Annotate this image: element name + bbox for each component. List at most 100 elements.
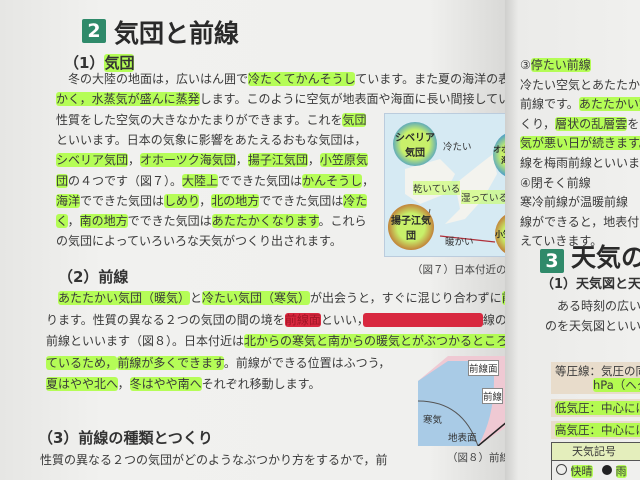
label-dry: 乾いている	[413, 181, 461, 195]
text-line: 前線といいます（図８）。日本付近は北からの寒気と南からの暖気とがぶつかるところに…	[46, 334, 505, 349]
figure-8-diagram: 前線面 前線 寒気 地表面	[418, 356, 505, 446]
text-segment: ある時刻の広いし	[557, 299, 640, 313]
high-pressure-text: 高気圧：中心には	[555, 423, 640, 437]
highlighted-text: 南の地方	[79, 214, 128, 229]
text-line: 海洋でできた気団はしめり，北の地方でできた気団は冷た	[56, 193, 368, 209]
text-line: かく，水蒸気が盛んに蒸発します。このように空気が地表面や海面に長い間接していると	[56, 92, 505, 107]
highlighted-text: 揚子江気団	[247, 153, 308, 168]
text-segment: の気団によっていろいろな天気がつくり出されます。	[56, 234, 342, 249]
highlighted-text: あたたかくなります	[211, 214, 319, 229]
text-line: 団の４つです（図７）。大陸上でできた気団はかんそうし，	[56, 173, 375, 189]
highlighted-text: あたたかい空	[578, 97, 640, 112]
text-segment: でできた気団は	[218, 173, 303, 188]
figure-8-caption: （図８）前線と前線面	[447, 452, 505, 464]
highlighted-text: 冬はやや南へ	[129, 377, 202, 391]
text-line: 前線です。あたたかい空	[520, 97, 640, 112]
text-segment: といいます。日本の気象に影響をあたえるおもな気団は，	[56, 132, 367, 147]
text-segment: 前線です。	[520, 97, 579, 112]
highlighted-text: 団	[56, 173, 69, 188]
text-segment: でできた気団は	[80, 193, 165, 208]
text-segment: が出会うと，すぐに混じり合わずに	[310, 291, 502, 305]
text-line: 性質をした空気の大きなかたまりができます。これを気団	[56, 112, 367, 128]
highlighted-text: かく，水蒸気が盛んに蒸発	[56, 92, 200, 107]
text-segment: ③	[520, 58, 531, 72]
symbol-row: 快晴 雨	[552, 461, 640, 480]
subsection-2-heading: （2）前線	[58, 268, 129, 286]
isobar-box: 等圧線：気圧の同じ hPa（ヘク	[551, 362, 640, 394]
section-number-badge: 2	[82, 19, 106, 43]
text-line: 寒冷前線が温暖前線	[520, 195, 628, 210]
text-line: あたたかい気団（暖気）と冷たい気団（寒気）が出会うと，すぐに混じり合わずに前線を…	[58, 291, 505, 306]
okhotsk-air-mass: オホーツク海気団	[493, 132, 505, 178]
text-segment: 冷たい空気とあたたか	[520, 77, 640, 92]
rain-label: 雨	[615, 465, 627, 478]
text-segment: と	[190, 291, 203, 305]
text-segment: 線のこと	[482, 312, 505, 327]
text-segment: ります。性質の異なる２つの気団の間の境を	[46, 312, 285, 327]
text-line: くり，層状の乱層雲をつ	[520, 116, 640, 132]
text-segment: 寒冷前線が温暖前線	[520, 195, 629, 210]
text-segment: ています。また夏の海洋の表面は	[355, 72, 505, 86]
text-line: の気団によっていろいろな天気がつくり出されます。	[56, 234, 342, 249]
figure-7-caption: （図７）日本付近のおもな気団	[412, 264, 505, 276]
section-3-subheading: （1）天気図と天気	[541, 277, 640, 292]
text-line: といいます。日本の気象に影響をあたえるおもな気団は，	[56, 133, 366, 148]
weather-symbol-table: 天気記号 快晴 雨	[551, 442, 640, 480]
left-page: 2 気団と前線 （1）気団 冬の大陸の地面は，広いはん囲で冷たくてかんそうしてい…	[0, 0, 505, 480]
high-pressure-box: 高気圧：中心には	[551, 421, 640, 439]
text-segment: ，	[362, 173, 375, 188]
label-moist: 湿っている	[461, 190, 505, 204]
text-line: えていきます。	[520, 234, 602, 249]
text-line: ③停たい前線	[520, 58, 591, 73]
red-marked-text: 前線面	[284, 312, 321, 327]
label-ground: 地表面	[448, 433, 477, 444]
low-pressure-text: 低気圧：中心には	[555, 401, 640, 415]
highlighted-text: 大陸上	[182, 173, 219, 188]
section-3-title: 天気の	[571, 243, 640, 272]
text-segment: 線を梅雨前線といいます	[520, 156, 640, 170]
text-segment: 前線といいます（図８）。日本付近は	[46, 334, 245, 348]
text-segment: 性質をした空気の大きなかたまりができます。これを	[56, 112, 343, 127]
text-segment: くり，	[520, 116, 556, 131]
highlighted-text: 冷たくてかんそうし	[248, 72, 356, 86]
subsection-number: （1）	[64, 54, 105, 72]
yangtze-air-mass: 揚子江気団	[388, 204, 434, 250]
highlighted-text: 北の地方	[211, 193, 260, 208]
text-segment: の４つです（図７）。	[68, 173, 183, 188]
text-line: ④閉そく前線	[520, 176, 591, 191]
text-segment: でできた気団は	[259, 193, 344, 208]
text-segment: 冬の大陸の地面は，広いはん囲で	[68, 72, 249, 86]
rain-dot-icon	[602, 465, 612, 475]
text-line: のを天気図といい	[545, 319, 640, 334]
highlighted-text: しめり	[164, 193, 200, 208]
text-segment: します。このように空気が地表面や海面に長い間接していると	[199, 92, 505, 107]
text-segment: ，	[117, 377, 130, 391]
text-line: 夏はやや北へ，冬はやや南へそれぞれ移動します。	[46, 377, 320, 392]
text-segment: えていきます。	[520, 234, 603, 249]
clear-label: 快晴	[570, 465, 593, 478]
red-marked-text	[362, 312, 483, 327]
text-line: 冬の大陸の地面は，広いはん囲で冷たくてかんそうしています。また夏の海洋の表面はあ…	[68, 72, 505, 87]
text-line: 性質の異なる２つの気団がどのようなぶつかり方をするかで，前	[40, 453, 388, 468]
text-segment: ，	[199, 193, 212, 208]
highlighted-text: 小笠原気	[319, 153, 368, 168]
text-segment: 性質の異なる２つの気団がどのようなぶつかり方をするかで，前	[40, 453, 388, 467]
highlighted-text: 前線をつ	[501, 291, 505, 305]
text-line: 気が悪い日が続きます。	[520, 136, 640, 151]
highlighted-text: 夏はやや北へ	[46, 377, 118, 391]
text-line: 線ができると，地表付	[520, 215, 639, 230]
highlighted-text: 停たい前線	[530, 58, 591, 72]
highlighted-text: 冷たい気団（寒気）	[202, 291, 311, 305]
text-segment: のを天気図といい	[545, 319, 640, 333]
highlighted-text: オホーツク海気団	[140, 153, 236, 168]
text-line: く，南の地方でできた気団はあたたかくなります。これら	[56, 214, 367, 229]
text-segment: 。これら	[318, 214, 367, 229]
highlighted-text: あたたかい気団（暖気）	[58, 291, 191, 305]
front-diagram-shape	[418, 356, 505, 446]
isobar-text: 等圧線：気圧の同じ	[555, 364, 640, 378]
low-pressure-box: 低気圧：中心には	[551, 399, 640, 417]
section-3-badge: 3	[540, 249, 564, 273]
highlighted-text: 層状の乱層雲	[555, 116, 628, 131]
